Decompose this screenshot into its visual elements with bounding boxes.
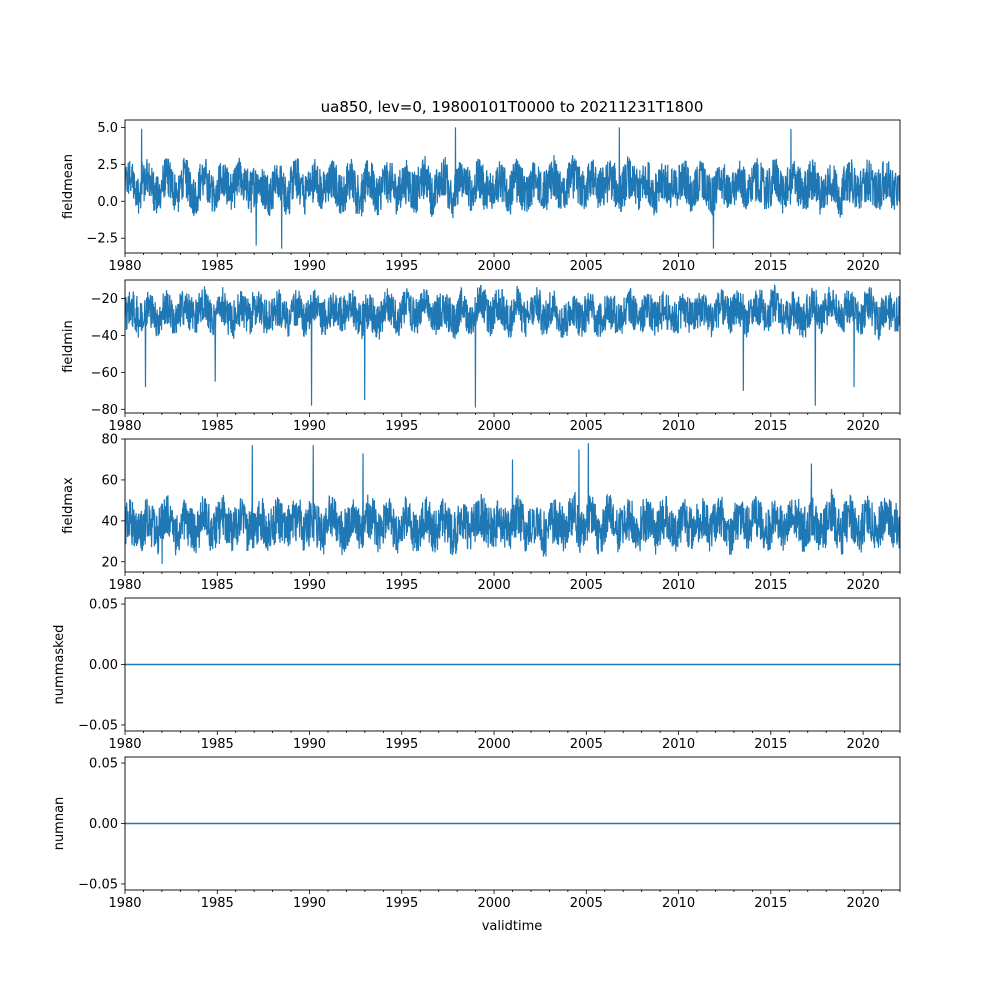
x-tick-label: 2000: [478, 419, 511, 434]
y-tick-label: −20: [91, 292, 118, 307]
x-tick-label: 2010: [662, 259, 695, 274]
y-tick-label: 0.00: [89, 817, 118, 832]
x-tick-label: 1980: [108, 896, 141, 911]
x-tick-label: 2020: [847, 419, 880, 434]
subplot-panels: 1980 1985 1990 1995 2000 2005 2010 2015 2020 −2.5…: [52, 119, 901, 911]
chart-title: ua850, lev=0, 19800101T0000 to 20211231T…: [321, 98, 704, 116]
subplot-nummasked: 1980 1985 1990 1995 2000 2005 2010 2015 2020 −0.0…: [52, 598, 901, 752]
y-tick-label: 60: [101, 473, 118, 488]
y-tick-label: 0.0: [97, 195, 118, 210]
y-tick-label: −0.05: [78, 718, 118, 733]
x-tick-label: 2015: [754, 419, 787, 434]
x-tick-label: 1995: [385, 578, 418, 593]
x-tick-label: 2010: [662, 737, 695, 752]
x-tick-label: 2020: [847, 896, 880, 911]
y-axis-label: nummasked: [52, 625, 67, 705]
x-tick-label: 1990: [293, 578, 326, 593]
x-tick-label: 1985: [201, 896, 234, 911]
y-tick-label: 80: [101, 433, 118, 448]
x-tick-label: 2005: [570, 896, 603, 911]
x-tick-label: 1980: [108, 737, 141, 752]
x-tick-label: 2000: [478, 896, 511, 911]
x-tick-label: 2010: [662, 578, 695, 593]
x-tick-label: 2005: [570, 737, 603, 752]
y-tick-label: −80: [91, 403, 118, 418]
x-tick-label: 2015: [754, 737, 787, 752]
y-tick-label: −0.05: [78, 877, 118, 892]
x-tick-label: 2005: [570, 578, 603, 593]
y-tick-label: 2.5: [97, 158, 118, 173]
x-tick-label: 2005: [570, 259, 603, 274]
x-tick-label: 2005: [570, 419, 603, 434]
subplot-fieldmean: 1980 1985 1990 1995 2000 2005 2010 2015 2020 −2.5…: [61, 119, 901, 274]
y-tick-label: 0.05: [89, 757, 118, 772]
y-axis-label: fieldmax: [61, 477, 76, 534]
x-tick-label: 1995: [385, 896, 418, 911]
x-tick-label: 2020: [847, 737, 880, 752]
x-tick-label: 1995: [385, 419, 418, 434]
x-tick-label: 1985: [201, 737, 234, 752]
y-axis-label: fieldmin: [61, 320, 76, 373]
x-tick-label: 1990: [293, 419, 326, 434]
y-tick-label: 20: [101, 555, 118, 570]
y-tick-label: −40: [91, 329, 118, 344]
x-tick-label: 1995: [385, 259, 418, 274]
series-line-fieldmin: [125, 283, 900, 408]
x-axis-label: validtime: [482, 919, 543, 934]
x-tick-label: 2000: [478, 259, 511, 274]
y-tick-label: 0.00: [89, 658, 118, 673]
x-tick-label: 2015: [754, 259, 787, 274]
x-tick-label: 1980: [108, 419, 141, 434]
x-tick-label: 2020: [847, 259, 880, 274]
x-tick-label: 2020: [847, 578, 880, 593]
x-tick-label: 2015: [754, 578, 787, 593]
x-tick-label: 1980: [108, 578, 141, 593]
x-tick-label: 1990: [293, 896, 326, 911]
y-tick-label: 0.05: [89, 598, 118, 613]
x-tick-label: 1990: [293, 737, 326, 752]
x-tick-label: 2010: [662, 896, 695, 911]
y-tick-label: 40: [101, 514, 118, 529]
x-tick-label: 2010: [662, 419, 695, 434]
series-line-fieldmean: [125, 127, 900, 249]
x-tick-label: 1980: [108, 259, 141, 274]
y-tick-label: −60: [91, 366, 118, 381]
x-tick-label: 1990: [293, 259, 326, 274]
subplot-numnan: 1980 1985 1990 1995 2000 2005 2010 2015 2020 −0.0…: [52, 757, 901, 911]
subplot-fieldmin: 1980 1985 1990 1995 2000 2005 2010 2015 2020 −80 −…: [61, 279, 901, 434]
x-tick-label: 2000: [478, 578, 511, 593]
y-axis-label: fieldmean: [61, 154, 76, 219]
x-tick-label: 2015: [754, 896, 787, 911]
y-tick-label: −2.5: [86, 232, 118, 247]
x-tick-label: 1985: [201, 259, 234, 274]
series-line-fieldmax: [125, 443, 900, 564]
y-tick-label: 5.0: [97, 121, 118, 136]
x-tick-label: 1985: [201, 419, 234, 434]
y-axis-label: numnan: [52, 797, 67, 851]
x-tick-label: 2000: [478, 737, 511, 752]
subplot-fieldmax: 1980 1985 1990 1995 2000 2005 2010 2015 20202040…: [61, 433, 901, 593]
x-tick-label: 1985: [201, 578, 234, 593]
x-tick-label: 1995: [385, 737, 418, 752]
